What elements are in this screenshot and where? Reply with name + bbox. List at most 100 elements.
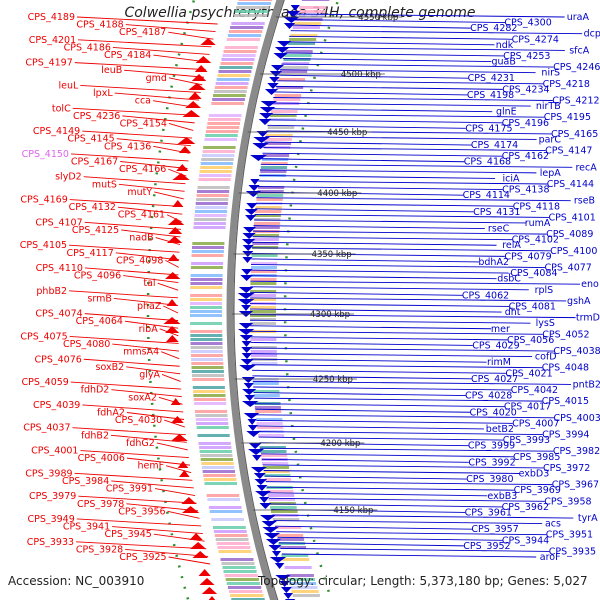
reverse-gene-arrow	[270, 65, 285, 71]
leader-line	[112, 46, 210, 55]
forward-gene-arrow	[208, 596, 216, 600]
forward-gene-arrow	[165, 335, 179, 342]
gene-label: CPS_4132	[69, 202, 116, 213]
feature-band	[218, 70, 252, 73]
leader-line	[282, 58, 492, 62]
gene-label: CPS_4027	[471, 374, 518, 385]
gene-label: CPS_4167	[71, 157, 118, 168]
leader-line	[250, 297, 567, 302]
backbone-edge	[233, 0, 285, 600]
feature-band	[269, 502, 296, 505]
leader-line	[250, 280, 581, 285]
feature-band	[253, 394, 280, 397]
feature-band	[219, 66, 253, 69]
feature-band	[250, 318, 276, 321]
feature-band	[191, 362, 224, 365]
forward-gene-arrow	[191, 74, 207, 81]
leader-line	[269, 113, 545, 118]
feature-band	[260, 450, 287, 453]
reverse-gene-arrow	[241, 305, 251, 311]
feature-band	[190, 286, 223, 289]
gene-label: CPS_4198	[467, 90, 514, 101]
reverse-gene-arrow	[242, 389, 257, 395]
feature-band	[199, 446, 232, 449]
feature-band	[260, 454, 288, 457]
gene-label: CPS_4187	[119, 27, 166, 38]
gene-label: CPS_4098	[116, 255, 163, 266]
feature-band	[190, 278, 223, 281]
gene-label: CPS_4084	[510, 268, 557, 279]
feature-band	[190, 346, 223, 349]
gene-label: aroF	[540, 552, 561, 563]
reverse-gene-arrow	[256, 131, 269, 137]
leader-line	[270, 503, 503, 508]
feature-band	[226, 38, 260, 41]
leader-line	[165, 259, 180, 268]
feature-band	[252, 382, 279, 385]
gene-label: ribA	[139, 324, 159, 335]
feature-band	[291, 590, 319, 593]
leader-line	[251, 364, 543, 369]
gene-label: CPS_4089	[546, 229, 593, 240]
feature-band	[250, 282, 277, 285]
gene-label: CPS_4300	[504, 18, 551, 29]
feature-band	[203, 146, 236, 149]
gene-label: parC	[539, 134, 562, 145]
feature-band	[193, 390, 226, 393]
leader-line	[112, 526, 203, 535]
reverse-gene-arrow	[280, 587, 292, 593]
leader-line	[69, 290, 179, 299]
reverse-gene-arrow	[244, 209, 258, 215]
feature-band	[294, 22, 322, 25]
leader-line	[74, 472, 193, 481]
leader-line	[250, 336, 508, 341]
reverse-gene-arrow	[242, 233, 256, 239]
reverse-gene-arrow	[261, 521, 278, 527]
gene-label: CPS_4236	[73, 111, 120, 122]
gene-label: CPS_3945	[104, 529, 151, 540]
feature-band	[296, 14, 324, 17]
gene-label: mer	[491, 324, 510, 335]
feature-band	[257, 194, 284, 197]
reverse-gene-arrow	[241, 341, 252, 347]
leader-line	[84, 313, 179, 322]
leader-line	[125, 548, 209, 557]
leader-line	[80, 450, 189, 458]
feature-band	[204, 482, 237, 485]
feature-band	[225, 578, 259, 581]
leader-line	[157, 282, 179, 291]
reverse-gene-arrow	[267, 83, 279, 89]
gene-label: CPS_3969	[514, 485, 561, 496]
feature-band	[216, 542, 250, 545]
reverse-gene-arrow	[268, 545, 282, 551]
feature-band	[272, 518, 300, 521]
genome-backbone	[226, 0, 284, 600]
reverse-gene-arrow	[253, 473, 266, 479]
gene-label: recA	[575, 162, 597, 173]
leader-line	[152, 100, 198, 109]
leader-line	[270, 108, 493, 113]
leader-line	[69, 199, 184, 207]
feature-band	[202, 150, 235, 153]
gene-label: rimM	[487, 357, 511, 368]
reverse-gene-arrow	[247, 425, 258, 431]
leader-line	[165, 465, 192, 474]
gene-label: mmsA4	[123, 347, 159, 358]
feature-band	[208, 118, 241, 121]
leader-line	[256, 191, 464, 196]
leader-line	[117, 206, 183, 215]
leader-line	[261, 158, 465, 163]
gene-label: CPS_4231	[468, 73, 515, 84]
reverse-gene-arrow	[269, 77, 280, 83]
gene-label: CPS_4212	[552, 96, 599, 107]
feature-band	[250, 270, 277, 273]
feature-band	[217, 546, 251, 549]
leader-line	[84, 267, 179, 276]
gene-label: CPS_4039	[33, 400, 80, 411]
feature-band	[212, 98, 245, 101]
feature-band	[250, 346, 277, 349]
leader-line	[267, 492, 488, 497]
gene-label: tolC	[52, 103, 71, 114]
